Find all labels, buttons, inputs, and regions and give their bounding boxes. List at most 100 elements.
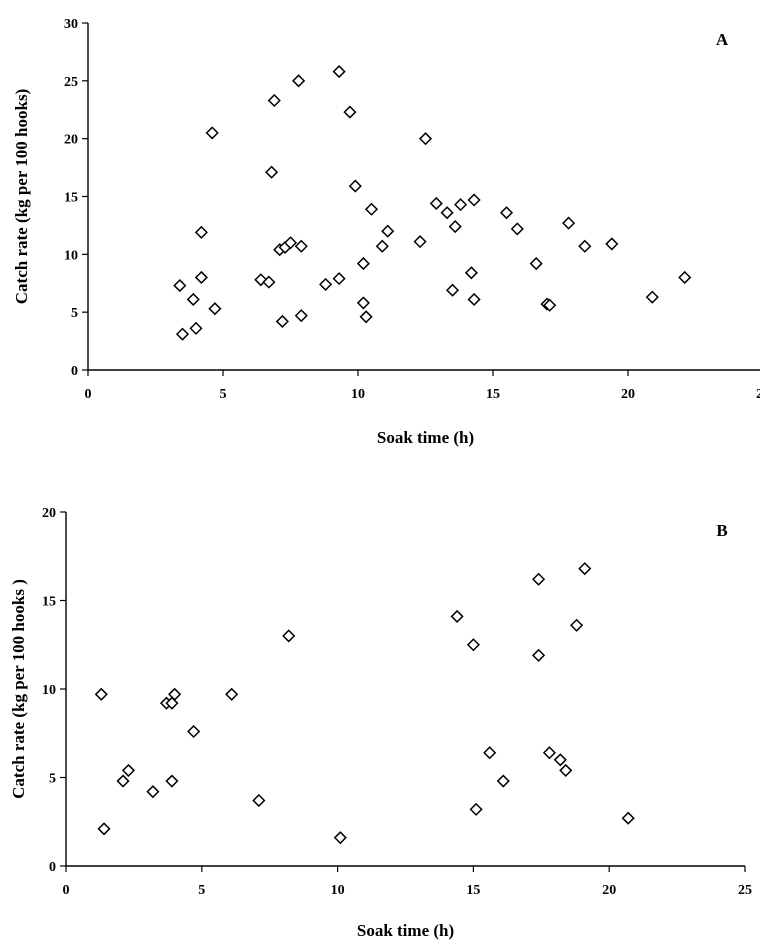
data-point <box>175 327 190 341</box>
data-point <box>542 746 557 760</box>
data-point <box>262 275 276 289</box>
x-tick-label: 15 <box>466 883 480 898</box>
data-point <box>440 206 454 220</box>
x-axis-label: Soak time (h) <box>377 428 474 447</box>
data-point <box>333 831 347 845</box>
data-point <box>205 126 219 140</box>
data-point <box>189 321 203 335</box>
data-point <box>194 225 208 239</box>
y-tick-label: 20 <box>64 133 78 148</box>
y-tick-label: 5 <box>49 772 56 787</box>
data-point <box>292 74 306 88</box>
data-point <box>467 193 481 207</box>
data-point <box>94 687 108 701</box>
x-tick-label: 15 <box>486 387 500 402</box>
data-point <box>445 283 460 297</box>
data-point <box>578 562 592 576</box>
x-tick-label: 10 <box>331 883 345 898</box>
data-point <box>343 105 357 119</box>
data-point <box>450 609 464 623</box>
data-point <box>418 132 433 146</box>
x-tick-label: 0 <box>63 883 70 898</box>
data-point <box>332 65 346 79</box>
data-point <box>364 202 379 216</box>
panel-label: B <box>716 521 727 540</box>
panel-b-scatter: 0 5 10 15 20 0 5 10 15 20 25 Soak time (h) Catch rat… <box>9 506 752 940</box>
data-point <box>543 298 557 312</box>
data-point <box>510 222 524 236</box>
y-tick-label: 15 <box>64 191 78 206</box>
y-tick-label: 30 <box>64 17 78 32</box>
data-point <box>97 822 111 836</box>
data-point <box>359 310 373 324</box>
data-point <box>469 802 483 816</box>
data-point <box>356 257 370 271</box>
data-point <box>562 216 576 230</box>
data-point <box>165 774 179 788</box>
data-point <box>348 179 362 193</box>
data-point <box>532 648 546 662</box>
data-point <box>168 687 182 701</box>
data-point <box>282 629 296 643</box>
data-point <box>187 724 201 739</box>
data-point <box>467 292 481 307</box>
data-point <box>294 309 308 323</box>
y-tick-label: 0 <box>49 860 56 875</box>
panel-a-scatter: 0 5 10 15 20 25 30 0 5 10 15 20 25 Soak time (h) Catch… <box>12 17 760 447</box>
x-axis-label: Soak time (h) <box>357 921 454 940</box>
data-point <box>294 239 308 253</box>
data-point <box>496 774 510 788</box>
y-tick-label: 5 <box>71 306 78 321</box>
data-point <box>319 277 333 291</box>
data-point <box>146 785 160 799</box>
data-point <box>678 270 692 285</box>
x-tick-label: 5 <box>198 883 205 898</box>
y-axis-label: Catch rate (kg per 100 hooks ) <box>9 579 28 799</box>
x-tick-label: 5 <box>220 387 227 402</box>
data-point <box>605 237 619 251</box>
x-tick-label: 20 <box>602 883 616 898</box>
data-point <box>413 235 427 249</box>
panel-label: A <box>716 30 729 49</box>
data-point <box>225 687 239 701</box>
data-point <box>186 292 200 307</box>
data-point <box>265 165 279 179</box>
data-point <box>578 239 592 253</box>
data-point <box>252 793 266 808</box>
data-point <box>283 236 298 250</box>
y-tick-label: 25 <box>64 75 78 90</box>
data-point <box>454 198 468 212</box>
x-tick-label: 25 <box>756 387 760 402</box>
data-point <box>208 302 222 316</box>
data-point <box>121 763 136 777</box>
data-point <box>194 270 208 285</box>
y-tick-label: 10 <box>64 248 78 263</box>
x-tick-label: 0 <box>85 387 92 402</box>
data-point <box>356 296 370 310</box>
x-tick-label: 10 <box>351 387 365 402</box>
data-point <box>448 220 462 234</box>
data-point <box>381 224 395 238</box>
y-tick-label: 10 <box>42 683 56 698</box>
data-point <box>532 572 546 586</box>
data-point <box>499 206 514 220</box>
data-point <box>267 93 281 108</box>
data-point <box>570 618 584 632</box>
data-point <box>466 638 480 652</box>
data-point <box>645 290 659 304</box>
data-point <box>116 774 130 788</box>
y-tick-label: 15 <box>42 595 56 610</box>
y-tick-label: 20 <box>42 506 56 521</box>
data-point <box>621 811 635 825</box>
y-tick-label: 0 <box>71 364 78 379</box>
data-point <box>275 314 289 328</box>
data-point <box>429 196 443 211</box>
data-point <box>529 257 543 271</box>
x-tick-label: 20 <box>621 387 635 402</box>
data-point <box>553 753 567 767</box>
data-point <box>375 239 389 253</box>
data-point <box>332 272 346 286</box>
data-point <box>559 763 573 777</box>
data-point <box>464 266 478 280</box>
